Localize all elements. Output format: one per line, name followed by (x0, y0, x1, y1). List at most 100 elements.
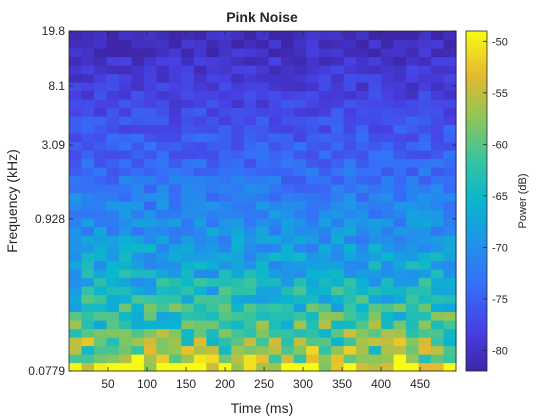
heatmap-cell (293, 175, 307, 185)
heatmap-cell (318, 294, 332, 304)
x-tick-label: 450 (410, 377, 430, 391)
heatmap-cell (69, 141, 83, 151)
heatmap-cell (193, 99, 207, 109)
heatmap-cell (331, 303, 345, 313)
heatmap-cell (93, 192, 108, 202)
heatmap-cell (418, 303, 432, 313)
heatmap-cell (193, 362, 207, 372)
heatmap-cell (131, 39, 145, 49)
heatmap-cell (193, 107, 207, 117)
heatmap-cell (281, 56, 295, 66)
heatmap-cell (168, 192, 182, 202)
heatmap-cell (256, 252, 270, 262)
heatmap-cell (93, 243, 108, 253)
heatmap-cell (156, 141, 170, 151)
heatmap-cell (343, 226, 357, 236)
heatmap-cell (106, 124, 120, 134)
heatmap-cell (106, 65, 120, 75)
heatmap-cell (181, 158, 195, 168)
heatmap-cell (268, 354, 282, 364)
heatmap-cell (293, 201, 307, 211)
heatmap-cell (131, 184, 145, 194)
heatmap-cell (156, 226, 170, 236)
y-tick-label: 19.8 (42, 24, 66, 38)
heatmap-cell (343, 235, 357, 245)
heatmap-cell (356, 286, 370, 296)
heatmap-cell (281, 286, 295, 296)
x-tick-label: 400 (371, 377, 391, 391)
heatmap-cell (168, 260, 182, 270)
heatmap-cell (268, 252, 282, 262)
heatmap-cell (243, 294, 257, 304)
heatmap-cell (293, 107, 307, 117)
heatmap-cell (156, 99, 170, 109)
heatmap-cell (268, 31, 282, 41)
heatmap-cell (443, 362, 457, 372)
heatmap-cell (268, 303, 282, 313)
heatmap-cell (331, 56, 345, 66)
heatmap-cell (243, 226, 257, 236)
heatmap-cell (231, 39, 245, 49)
heatmap-cell (81, 294, 95, 304)
heatmap-cell (143, 243, 157, 253)
heatmap-cell (81, 39, 95, 49)
heatmap-cell (343, 31, 357, 41)
heatmap-cell (193, 133, 207, 143)
heatmap-cell (69, 73, 83, 83)
heatmap-cell (256, 184, 270, 194)
heatmap-cell (243, 73, 257, 83)
heatmap-cell (281, 65, 295, 75)
heatmap-cell (418, 201, 432, 211)
heatmap-cell (193, 150, 207, 160)
heatmap-cell (281, 311, 295, 321)
heatmap-cell (81, 48, 95, 58)
heatmap-cell (168, 150, 182, 160)
heatmap-cell (293, 124, 307, 134)
heatmap-cell (81, 192, 95, 202)
heatmap-cell (93, 362, 108, 372)
heatmap-cell (418, 65, 432, 75)
heatmap-cell (256, 31, 270, 41)
heatmap-cell (343, 167, 357, 177)
heatmap-cell (81, 269, 95, 279)
heatmap-cell (368, 107, 382, 117)
heatmap-cell (243, 31, 257, 41)
heatmap-cell (131, 150, 145, 160)
heatmap-cell (106, 260, 120, 270)
heatmap-cell (393, 175, 407, 185)
heatmap-cell (243, 99, 257, 109)
heatmap-cell (406, 235, 420, 245)
heatmap-cell (293, 277, 307, 287)
heatmap-cell (81, 243, 95, 253)
heatmap-cell (343, 107, 357, 117)
heatmap-cell (256, 260, 270, 270)
heatmap-cell (406, 133, 420, 143)
heatmap-cell (231, 133, 245, 143)
heatmap-cell (69, 209, 83, 219)
heatmap-cell (331, 209, 345, 219)
heatmap-cell (368, 158, 382, 168)
heatmap-cell (231, 235, 245, 245)
heatmap-cell (231, 201, 245, 211)
heatmap-cell (293, 303, 307, 313)
heatmap-cell (93, 226, 108, 236)
heatmap-cell (193, 167, 207, 177)
heatmap-cell (293, 39, 307, 49)
heatmap-cell (206, 141, 220, 151)
heatmap-cell (143, 39, 157, 49)
heatmap-cell (281, 362, 295, 372)
heatmap-cell (193, 141, 207, 151)
heatmap-cell (193, 303, 207, 313)
heatmap-cell (256, 354, 270, 364)
heatmap-cell (106, 201, 120, 211)
heatmap-cell (393, 65, 407, 75)
heatmap-cell (393, 39, 407, 49)
heatmap-cell (131, 116, 145, 126)
heatmap-cell (218, 294, 232, 304)
heatmap-cell (381, 73, 395, 83)
heatmap-cell (368, 48, 382, 58)
heatmap-cell (406, 218, 420, 228)
heatmap-cell (331, 192, 345, 202)
